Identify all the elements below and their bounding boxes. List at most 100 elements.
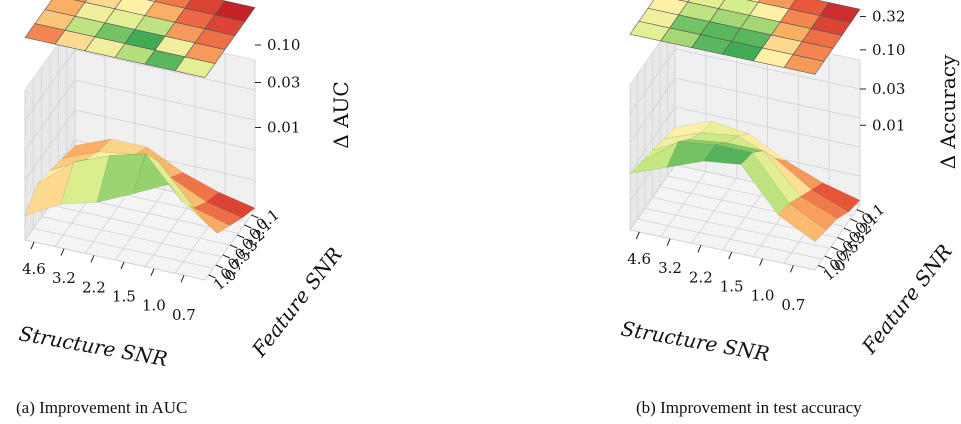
grid-line: [74, 49, 256, 91]
y-tick-mark: [229, 244, 238, 249]
x-tick-label: 4.6: [627, 250, 651, 268]
grid-line: [629, 229, 816, 271]
grid-line: [644, 207, 831, 249]
grid-line: [74, 79, 256, 121]
x-tick-mark: [180, 275, 185, 283]
x-tick-label: 4.6: [22, 260, 46, 278]
z-tick-label: 0.03: [872, 80, 905, 98]
x-tick-mark: [666, 238, 671, 246]
x-tick-mark: [120, 261, 125, 270]
heatmap-projection: [629, 0, 861, 75]
y-tick-mark: [830, 246, 839, 251]
surface-facet: [168, 184, 218, 234]
x-tick-mark: [60, 248, 65, 256]
y-tick-mark: [837, 237, 845, 241]
z-axis-title: Δ AUC: [329, 81, 353, 148]
surface-facet: [811, 182, 861, 213]
surface: [24, 138, 256, 234]
grid-line: [49, 204, 231, 246]
x-tick-mark: [635, 231, 640, 240]
z-tick-label: 0.10: [872, 41, 905, 59]
x-axis-title: Structure SNR: [619, 316, 771, 366]
y-tick-mark: [215, 264, 223, 269]
x-tick-label: 1.0: [142, 297, 166, 315]
x-tick-label: 1.0: [751, 287, 775, 305]
surface: [629, 120, 861, 243]
y-tick-mark: [856, 209, 864, 214]
surface-plot-a: 4.63.22.21.51.00.70.10.10.20.30.50.71.00…: [17, 0, 353, 371]
grid-line: [674, 106, 861, 148]
grid-line: [629, 77, 676, 144]
y-tick-mark: [251, 214, 259, 219]
y-tick-mark: [236, 234, 245, 239]
z-tick-label: 0.01: [267, 119, 300, 137]
x-ticks: 4.6 3.2 2.2 1.5 1.0 0.7: [627, 231, 805, 314]
y-axis-title: Feature SNR: [856, 240, 956, 359]
x-tick-mark: [90, 255, 95, 263]
x-tick-mark: [759, 258, 764, 266]
grid-line: [24, 109, 76, 181]
y-tick-mark: [222, 254, 231, 259]
surface-facet: [193, 201, 244, 226]
y-tick-mark: [818, 264, 826, 269]
heatmap-cell: [746, 0, 761, 3]
heatmap-cell: [154, 0, 192, 9]
x-tick-label: 0.7: [172, 306, 196, 324]
surface-plot-b: 4.63.22.21.51.00.70.10.10.20.30.50.71.00…: [619, 0, 960, 366]
grid-line: [637, 218, 823, 260]
grid-lines: [629, 20, 861, 271]
heatmap-cell: [819, 2, 861, 23]
grid-line: [24, 79, 76, 151]
grid-line: [674, 48, 861, 90]
x-tick-label: 3.2: [52, 269, 76, 287]
z-tick-label: 0.03: [267, 74, 300, 92]
x-tick-label: 3.2: [658, 259, 682, 277]
x-tick-mark: [728, 251, 733, 260]
heatmap-cell: [84, 0, 122, 10]
x-tick-mark: [789, 265, 794, 273]
y-tick-mark: [208, 274, 216, 279]
surface-facet: [800, 189, 850, 219]
grid-line: [41, 216, 222, 258]
grid-line: [629, 106, 676, 173]
grid-line: [24, 239, 206, 281]
heatmap-projection: [24, 0, 256, 78]
z-axis-title: Δ Accuracy: [936, 54, 960, 169]
x-tick-mark: [30, 241, 35, 250]
x-tick-mark: [150, 268, 155, 276]
x-tick-label: 0.7: [781, 296, 805, 314]
grid-line: [24, 49, 76, 121]
y-axis-title: Feature SNR: [246, 243, 346, 362]
figure-b: 4.6 3.2 2.2 1.5 1.0 0.7 0.1 0.1 0.2 0.3 0.5 0.7 1.0 0…: [600, 0, 961, 424]
x-tick-label: 2.2: [82, 278, 106, 296]
heatmap-cell: [687, 0, 725, 9]
y-tick-mark: [824, 255, 832, 260]
heatmap-cell: [677, 0, 690, 3]
heatmap-cell: [73, 0, 87, 3]
x-tick-label: 1.5: [112, 288, 136, 306]
caption-a: (a) Improvement in AUC: [16, 398, 188, 417]
heatmap-cell: [146, 0, 157, 2]
grid-line: [74, 109, 256, 151]
heatmap-cell: [214, 0, 256, 22]
grid-line: [674, 77, 861, 119]
heatmap-cell: [757, 0, 796, 10]
grid-line: [33, 227, 214, 269]
y-tick-mark: [244, 224, 252, 229]
figure-a: 4.6 3.2 2.2 1.5 1.0 0.7 0.1 0.1 0.2 0.3 0.5 0.7 1.0 0…: [0, 0, 380, 424]
y-tick-mark: [843, 227, 852, 232]
grid-line: [629, 48, 676, 115]
x-tick-label: 1.5: [720, 278, 744, 296]
x-tick-mark: [697, 245, 702, 253]
x-ticks: 4.6 3.2 2.2 1.5 1.0 0.7: [22, 241, 196, 324]
z-ticks: 0.01 0.03 0.10 0.32: [860, 8, 905, 134]
x-axis-title: Structure SNR: [17, 321, 169, 371]
x-tick-label: 2.2: [689, 268, 713, 286]
z-tick-label: 0.32: [872, 8, 905, 26]
caption-b: (b) Improvement in test accuracy: [636, 398, 862, 417]
y-tick-mark: [850, 218, 858, 223]
surface-facet: [777, 203, 827, 243]
z-tick-label: 0.01: [872, 116, 905, 134]
z-tick-label: 0.10: [267, 36, 300, 54]
z-ticks: 0.01 0.03 0.10: [255, 36, 300, 137]
